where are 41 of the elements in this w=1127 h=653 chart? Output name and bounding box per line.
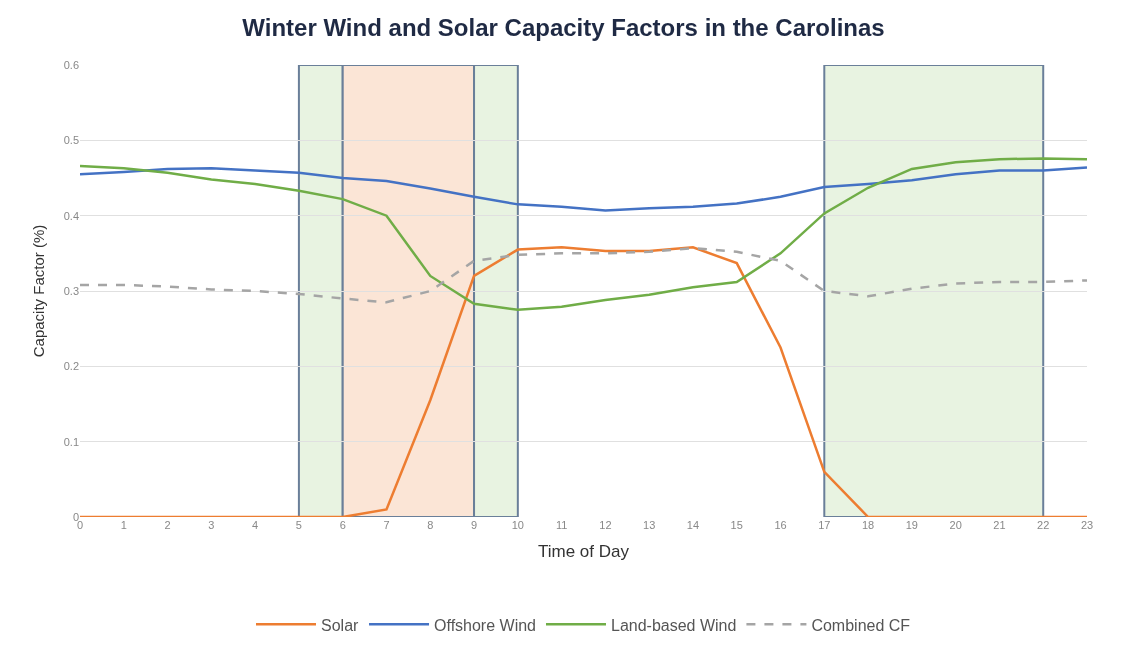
x-tick-label: 8 [427, 519, 434, 531]
y-tick-label: 0.2 [63, 360, 79, 373]
x-tick-label: 16 [774, 519, 787, 531]
x-tick-label: 20 [949, 519, 962, 531]
y-tick-label: 0.4 [63, 209, 79, 222]
x-tick-label: 4 [252, 519, 259, 531]
x-tick-label: 1 [120, 519, 127, 531]
x-tick-label: 19 [905, 519, 918, 531]
x-tick-label: 3 [208, 519, 215, 531]
legend-label: Solar [321, 616, 360, 634]
x-tick-label: 10 [511, 519, 524, 531]
chart-title: Winter Wind and Solar Capacity Factors in the Carolinas [242, 14, 885, 42]
y-tick-label: 0.1 [63, 435, 79, 448]
legend-label: Land-based Wind [610, 616, 737, 634]
line-series [80, 166, 1087, 212]
x-tick-label: 6 [339, 519, 346, 531]
x-tick-label: 21 [993, 519, 1006, 531]
y-tick-label: 0.6 [63, 58, 79, 71]
x-tick-label: 17 [818, 519, 831, 531]
y-tick-label: 0 [72, 510, 79, 523]
line-series [80, 246, 1087, 517]
line-series [80, 157, 1087, 312]
y-tick-label: 0.3 [63, 284, 79, 297]
x-tick-label: 15 [730, 519, 743, 531]
x-tick-label: 5 [295, 519, 302, 531]
y-axis-title: Capacity Factor (%) [29, 224, 47, 358]
x-tick-label: 23 [1080, 519, 1094, 531]
x-tick-label: 13 [643, 519, 656, 531]
x-tick-label: 12 [599, 519, 612, 531]
x-tick-label: 2 [164, 519, 171, 531]
x-tick-label: 18 [861, 519, 875, 531]
x-tick-label: 11 [555, 519, 568, 531]
x-tick-label: 7 [383, 519, 390, 531]
legend-label: Combined CF [811, 616, 911, 634]
line-series [80, 246, 1087, 304]
x-tick-label: 9 [470, 519, 478, 531]
x-axis-title: Time of Day [537, 542, 630, 562]
y-tick-label: 0.5 [63, 134, 79, 147]
x-tick-label: 22 [1037, 519, 1050, 531]
x-tick-label: 14 [686, 519, 700, 531]
legend-label: Offshore Wind [434, 616, 536, 634]
